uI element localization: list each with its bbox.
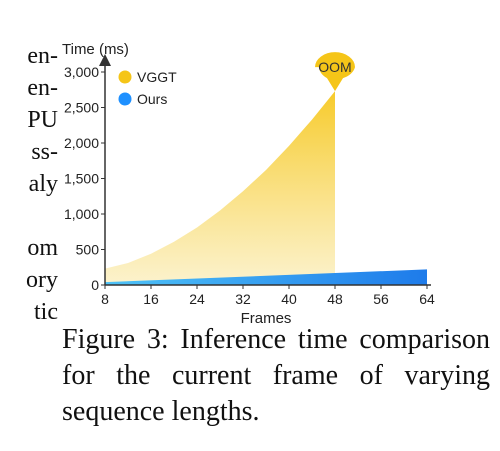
y-tick-label: 500: [76, 242, 100, 258]
left-fragment: en-: [27, 75, 58, 101]
x-tick-label: 16: [143, 291, 159, 307]
x-tick-label: 8: [101, 291, 109, 307]
y-tick-label: 2,000: [64, 135, 99, 151]
legend-label: Ours: [137, 91, 167, 107]
series-area-ours: [105, 269, 427, 285]
left-fragment: om: [27, 235, 58, 261]
left-fragment: aly: [28, 171, 58, 197]
y-tick-label: 2,500: [64, 100, 99, 116]
x-tick-label: 40: [281, 291, 297, 307]
left-column-text: en- en- PU ss- aly om ory tic: [0, 40, 60, 328]
x-tick-label: 24: [189, 291, 205, 307]
inference-time-chart: 0 500 1,000 1,500 2,000 2,500 3,000 8 16 24 32 40 48…: [62, 41, 435, 327]
left-fragment: ss-: [31, 139, 58, 165]
y-axis-label: Time (ms): [62, 41, 129, 58]
left-fragment: tic: [34, 299, 58, 325]
x-tick-label: 48: [327, 291, 343, 307]
left-fragment: PU: [27, 107, 58, 133]
figure-caption: Figure 3: Inference time comparison for …: [62, 324, 490, 427]
y-tick-label: 1,500: [64, 171, 99, 187]
left-fragment: en-: [27, 43, 58, 69]
x-tick-label: 32: [235, 291, 251, 307]
oom-annotation-label: OOM: [318, 59, 351, 75]
oom-balloon: [315, 52, 355, 92]
legend-label: VGGT: [137, 69, 177, 85]
x-tick-label: 64: [419, 291, 435, 307]
x-axis-label: Frames: [241, 310, 292, 327]
y-tick-label: 0: [91, 277, 99, 293]
y-tick-label: 3,000: [64, 64, 99, 80]
plot-area: 0 500 1,000 1,500 2,000 2,500 3,000 8 16 24 32 40 48…: [62, 41, 435, 327]
y-tick-label: 1,000: [64, 206, 99, 222]
legend-marker: [118, 70, 132, 84]
legend-marker: [118, 92, 132, 106]
left-fragment: ory: [26, 267, 58, 293]
x-tick-label: 56: [373, 291, 389, 307]
series-area-vggt: [105, 91, 335, 285]
